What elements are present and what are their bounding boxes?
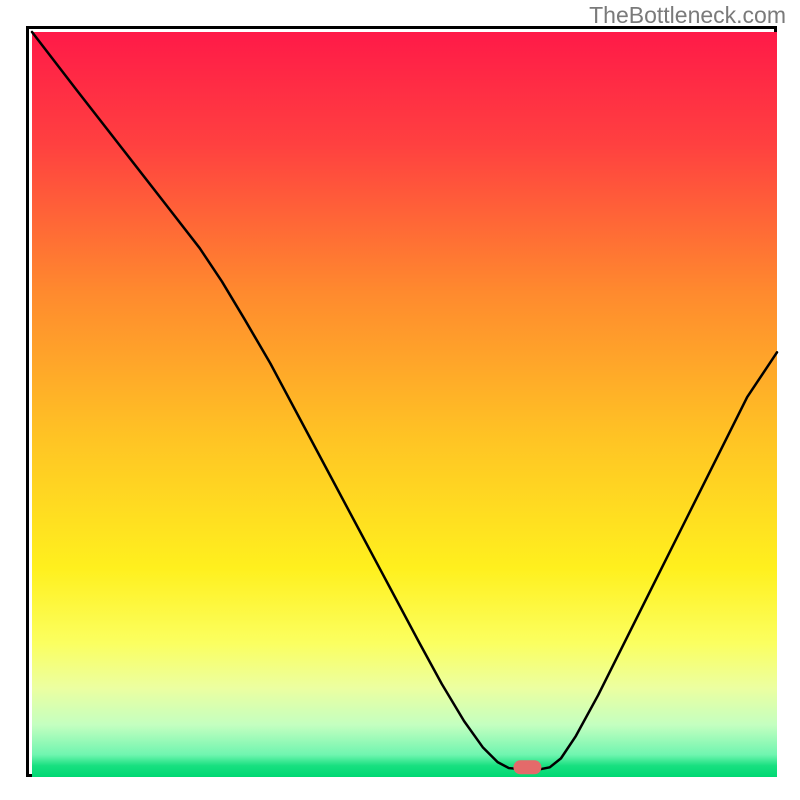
chart-container: TheBottleneck.com (0, 0, 800, 800)
curve-layer (32, 32, 777, 777)
watermark-text: TheBottleneck.com (589, 2, 786, 29)
minimum-marker (513, 760, 541, 774)
plot-area (26, 26, 777, 777)
bottleneck-curve (32, 32, 777, 770)
